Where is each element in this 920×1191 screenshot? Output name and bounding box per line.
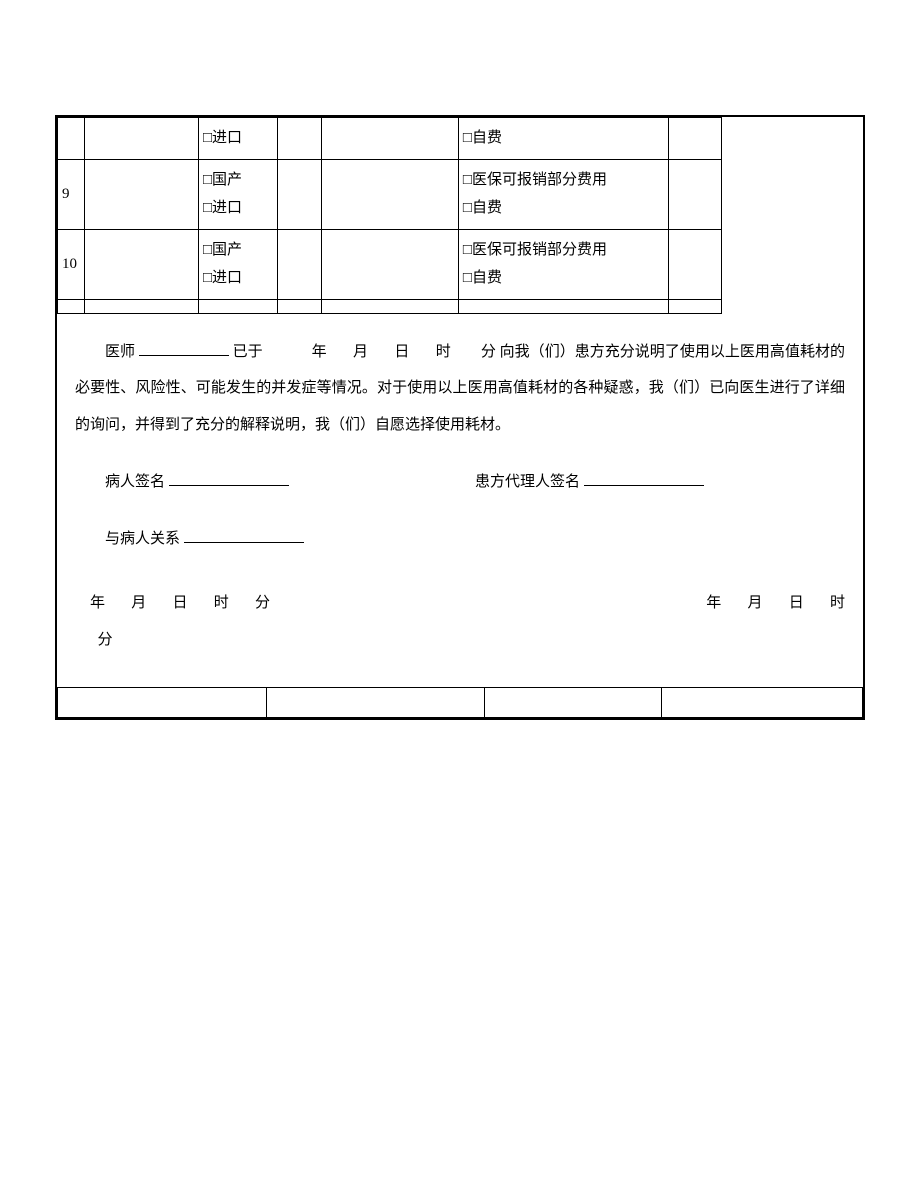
date-signature-row: 年 月 日 时 分 年 月 日 时 [75,585,845,622]
payment-options-cell: □自费 [458,118,668,160]
consent-mid: 已于 [233,344,263,360]
relation-label: 与病人关系 [105,531,184,547]
row-index-cell [58,118,85,160]
table-row: 9 □国产□进口 □医保可报销部分费用□自费 [58,159,722,229]
empty-cell [199,299,278,313]
bottom-cell [661,687,862,717]
date-right-tail-row: 分 [75,622,845,659]
remark-cell [669,229,722,299]
consent-date-template: 年 月 日 时 分 [266,344,495,360]
row-index-cell: 10 [58,229,85,299]
date-right-tail: 分 [98,632,113,648]
table-row [58,687,863,717]
spec-cell [277,118,321,160]
empty-cell [85,299,199,313]
page-container: □进口 □自费 9 □国产□进口 □医保可报销部分费用□自费 10 □国产□进口 □医保可报销… [0,0,920,720]
material-name-cell [85,229,199,299]
bottom-cell [267,687,484,717]
bottom-cell [58,687,267,717]
empty-cell [458,299,668,313]
price-cell [322,118,459,160]
patient-signature-field: 病人签名 [105,464,475,501]
table-row: 10 □国产□进口 □医保可报销部分费用□自费 [58,229,722,299]
payment-options-cell: □医保可报销部分费用□自费 [458,159,668,229]
date-right: 年 月 日 时 [706,585,845,622]
empty-cell [322,299,459,313]
consent-paragraph-block: 医师 已于 年 月 日 时 分 向我（们）患方充分说明了使用以上医用高值耗材的必… [57,314,863,687]
consent-paragraph: 医师 已于 年 月 日 时 分 向我（们）患方充分说明了使用以上医用高值耗材的必… [75,334,845,444]
material-table: □进口 □自费 9 □国产□进口 □医保可报销部分费用□自费 10 □国产□进口 □医保可报销… [57,117,722,314]
agent-signature-field: 患方代理人签名 [475,464,845,501]
table-row: □进口 □自费 [58,118,722,160]
payment-options-cell: □医保可报销部分费用□自费 [458,229,668,299]
material-name-cell [85,159,199,229]
spec-cell [277,229,321,299]
spec-cell [277,159,321,229]
patient-signature-label: 病人签名 [105,474,165,490]
patient-signature-blank [169,472,289,486]
empty-cell [669,299,722,313]
table-row [58,299,722,313]
signature-row-1: 病人签名 患方代理人签名 [75,464,845,501]
doctor-label: 医师 [105,344,139,360]
price-cell [322,159,459,229]
bottom-cell [484,687,661,717]
doctor-name-blank [139,341,229,355]
remark-cell [669,118,722,160]
row-index-cell: 9 [58,159,85,229]
agent-signature-blank [584,472,704,486]
origin-options-cell: □进口 [199,118,278,160]
relation-row: 与病人关系 [75,521,845,558]
origin-options-cell: □国产□进口 [199,229,278,299]
remark-cell [669,159,722,229]
bottom-meta-table [57,687,863,718]
origin-options-cell: □国产□进口 [199,159,278,229]
date-left: 年 月 日 时 分 [90,585,270,622]
relation-blank [184,528,304,542]
price-cell [322,229,459,299]
empty-cell [58,299,85,313]
form-outer-box: □进口 □自费 9 □国产□进口 □医保可报销部分费用□自费 10 □国产□进口 □医保可报销… [55,115,865,720]
material-name-cell [85,118,199,160]
agent-signature-label: 患方代理人签名 [475,474,580,490]
empty-cell [277,299,321,313]
